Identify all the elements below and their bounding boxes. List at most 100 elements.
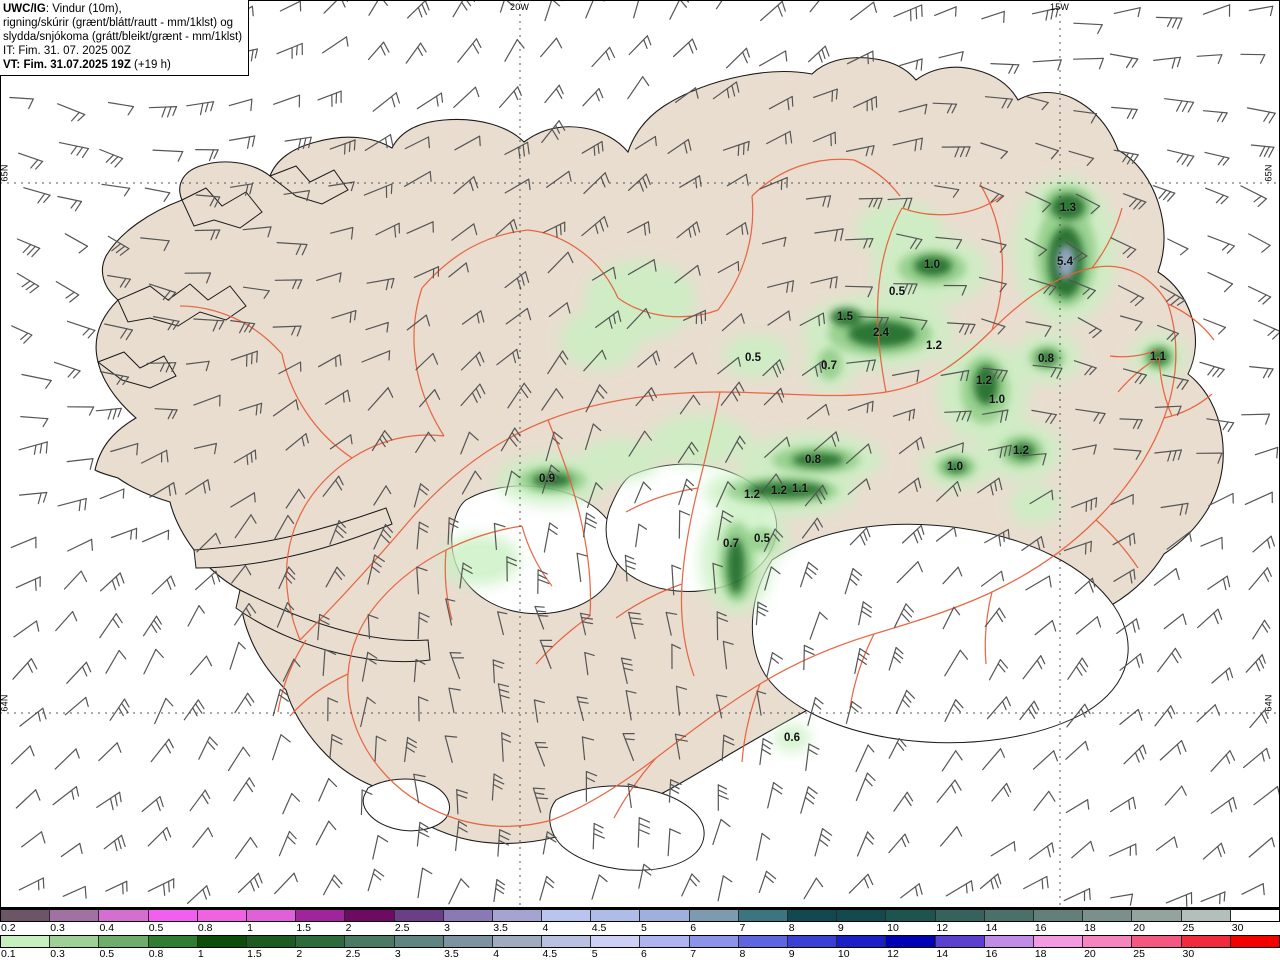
wind-barb-feather xyxy=(991,369,999,381)
wind-barb-feather xyxy=(113,840,118,852)
snow-colorbar-cell[interactable] xyxy=(99,910,149,921)
rain-colorbar[interactable] xyxy=(0,935,1280,948)
wind-barb-feather xyxy=(167,319,175,331)
wind-barb xyxy=(543,522,551,553)
wind-barb-feather xyxy=(109,797,114,811)
wind-barb-feather xyxy=(551,128,559,140)
wind-barb xyxy=(759,177,788,190)
wind-barb-feather xyxy=(998,477,1003,491)
wind-barb-feather xyxy=(775,362,782,374)
rain-colorbar-tick: 6 xyxy=(641,948,647,960)
rain-colorbar-cell[interactable] xyxy=(738,936,788,947)
wind-barb-feather xyxy=(909,237,918,249)
rain-colorbar-cell[interactable] xyxy=(1083,936,1133,947)
wind-barb xyxy=(461,310,482,325)
wind-barb-feather xyxy=(712,562,724,568)
map-canvas[interactable]: 20W 15W 65N 65N 64N 64N 1.3 5.4 1.0 0.5 1.5 2… xyxy=(0,0,1280,908)
wind-barb-feather xyxy=(955,699,964,709)
wind-barb-feather xyxy=(872,1,878,13)
wind-barb xyxy=(497,829,501,857)
wind-barb-feather xyxy=(955,750,963,761)
wind-barb-feather xyxy=(638,817,651,823)
wind-barb xyxy=(106,274,131,280)
rain-colorbar-cell[interactable] xyxy=(443,936,493,947)
wind-barb-feather xyxy=(1129,571,1133,584)
wind-barb-feather xyxy=(862,601,872,609)
wind-barb-feather xyxy=(533,699,546,704)
wind-barb xyxy=(16,272,40,287)
wind-barb-feather xyxy=(495,887,504,895)
rain-colorbar-cell[interactable] xyxy=(1132,936,1182,947)
snow-colorbar-cell[interactable] xyxy=(886,910,936,921)
rain-colorbar-cell[interactable] xyxy=(492,936,543,947)
rain-colorbar-cell[interactable] xyxy=(640,936,690,947)
snow-colorbar-cell[interactable] xyxy=(984,910,1034,921)
rain-colorbar-cell[interactable] xyxy=(689,936,739,947)
snow-colorbar-cell[interactable] xyxy=(788,910,838,921)
rain-colorbar-cell[interactable] xyxy=(197,936,247,947)
snow-colorbar-cell[interactable] xyxy=(492,910,543,921)
wind-barb-feather xyxy=(1267,368,1274,378)
snow-colorbar-cell[interactable] xyxy=(1,910,51,921)
snow-colorbar-cell[interactable] xyxy=(1132,910,1182,921)
rain-colorbar-cell[interactable] xyxy=(50,936,100,947)
rain-colorbar-cell[interactable] xyxy=(788,936,838,947)
rain-colorbar-cell[interactable] xyxy=(246,936,297,947)
snow-colorbar-cell[interactable] xyxy=(1230,910,1279,921)
wind-barb xyxy=(140,449,168,464)
wind-barb-feather xyxy=(624,554,635,560)
snow-colorbar-cell[interactable] xyxy=(1033,910,1084,921)
wind-barb-feather xyxy=(722,510,734,518)
wind-barb-feather xyxy=(1044,325,1052,337)
wind-barb-feather xyxy=(788,310,791,321)
snow-colorbar-cell[interactable] xyxy=(197,910,247,921)
wind-barb-feather xyxy=(813,702,822,710)
rain-colorbar-cell[interactable] xyxy=(1,936,51,947)
rain-colorbar-cell[interactable] xyxy=(1181,936,1231,947)
snow-colorbar-cell[interactable] xyxy=(345,910,395,921)
snow-colorbar-cell[interactable] xyxy=(542,910,592,921)
wind-barb-feather xyxy=(765,870,777,880)
snow-colorbar-cell[interactable] xyxy=(689,910,739,921)
rain-colorbar-cell[interactable] xyxy=(935,936,985,947)
rain-colorbar-cell[interactable] xyxy=(984,936,1034,947)
wind-barb-feather xyxy=(675,738,689,742)
snow-colorbar[interactable] xyxy=(0,909,1280,922)
rain-colorbar-cell[interactable] xyxy=(99,936,149,947)
wind-barb-feather xyxy=(737,144,740,156)
wind-barb xyxy=(1248,5,1274,12)
wind-barb-feather xyxy=(1129,893,1134,906)
snow-colorbar-cell[interactable] xyxy=(640,910,690,921)
wind-barb-feather xyxy=(244,696,252,707)
snow-colorbar-cell[interactable] xyxy=(443,910,493,921)
snow-colorbar-cell[interactable] xyxy=(591,910,641,921)
rain-colorbar-cell[interactable] xyxy=(886,936,936,947)
snow-colorbar-cell[interactable] xyxy=(296,910,346,921)
rain-colorbar-cell[interactable] xyxy=(542,936,592,947)
wind-barb xyxy=(812,88,838,99)
snow-colorbar-cell[interactable] xyxy=(1083,910,1133,921)
snow-colorbar-cell[interactable] xyxy=(148,910,198,921)
rain-colorbar-cell[interactable] xyxy=(1230,936,1279,947)
rain-colorbar-cell[interactable] xyxy=(296,936,346,947)
wind-barb xyxy=(1252,535,1272,553)
snow-colorbar-cell[interactable] xyxy=(50,910,100,921)
rain-colorbar-cell[interactable] xyxy=(394,936,444,947)
snow-colorbar-cell[interactable] xyxy=(935,910,985,921)
wind-barb xyxy=(576,552,582,583)
rain-colorbar-cell[interactable] xyxy=(148,936,198,947)
wind-barb-feather xyxy=(904,833,910,844)
rain-colorbar-cell[interactable] xyxy=(837,936,887,947)
rain-colorbar-cell[interactable] xyxy=(1033,936,1084,947)
snow-colorbar-cell[interactable] xyxy=(738,910,788,921)
snow-colorbar-cell[interactable] xyxy=(394,910,444,921)
wind-barb xyxy=(632,0,640,19)
snow-colorbar-cell[interactable] xyxy=(837,910,887,921)
rain-colorbar-cell[interactable] xyxy=(591,936,641,947)
rain-colorbar-cell[interactable] xyxy=(345,936,395,947)
snow-colorbar-cell[interactable] xyxy=(1181,910,1231,921)
wind-barb-feather xyxy=(291,792,300,802)
wind-barb-feather xyxy=(202,482,206,494)
snow-colorbar-cell[interactable] xyxy=(246,910,297,921)
wind-barb-feather xyxy=(756,610,766,617)
